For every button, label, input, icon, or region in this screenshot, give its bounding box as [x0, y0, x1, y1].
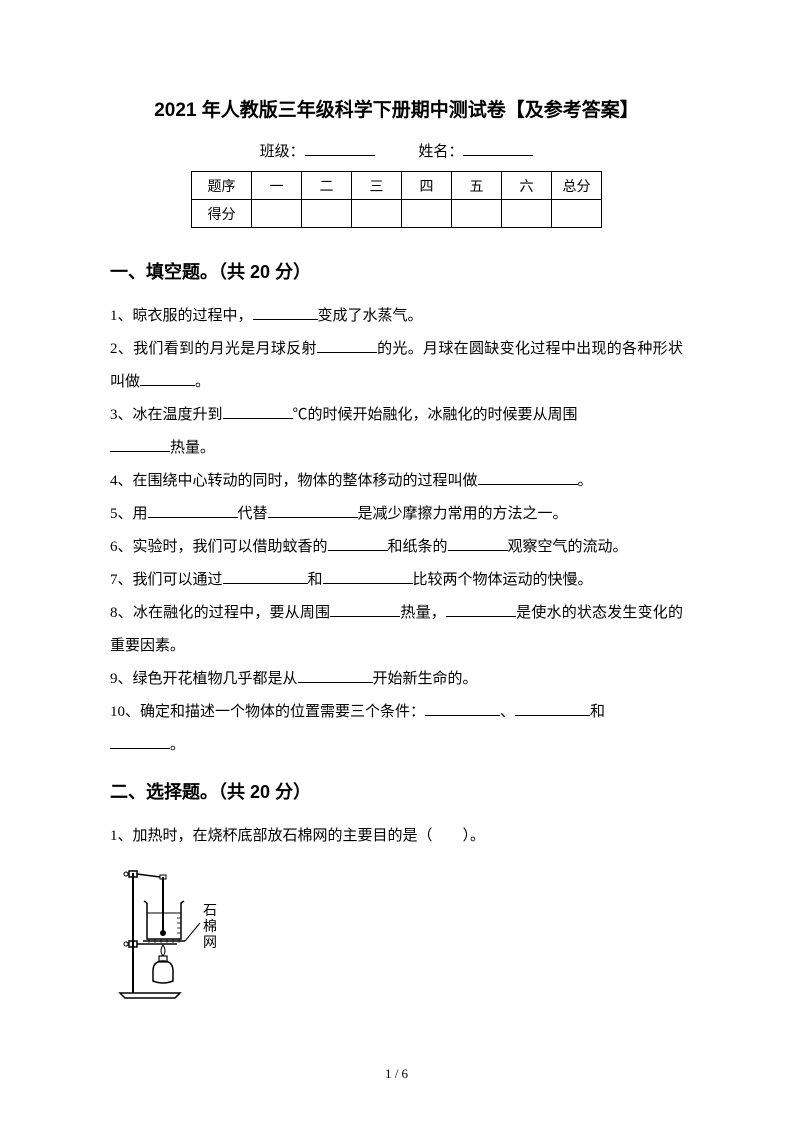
- q-text: 1、加热时，在烧杯底部放石棉网的主要目的是（ ）。: [110, 828, 485, 844]
- fill-blank[interactable]: [328, 535, 388, 551]
- question-3: 3、冰在温度升到 ℃的时候开始融化，冰融化的时候要从周围热量。: [110, 399, 683, 465]
- q-text: 热量，: [400, 605, 446, 621]
- question-6: 6、实验时，我们可以借助蚊香的 和纸条的 观察空气的流动。: [110, 531, 683, 564]
- fill-blank[interactable]: [298, 667, 373, 683]
- header-3: 三: [352, 172, 402, 200]
- q-text: 和: [308, 572, 323, 588]
- q-text: 和: [590, 704, 605, 720]
- score-cell[interactable]: [402, 200, 452, 228]
- score-cell[interactable]: [302, 200, 352, 228]
- q-text: 10、确定和描述一个物体的位置需要三个条件：: [110, 704, 425, 720]
- q-text: 7、我们可以通过: [110, 572, 223, 588]
- header-total: 总分: [552, 172, 602, 200]
- fill-blank[interactable]: [223, 568, 308, 584]
- q-text: 代替: [238, 506, 268, 522]
- score-cell[interactable]: [502, 200, 552, 228]
- fill-blank[interactable]: [268, 502, 358, 518]
- apparatus-diagram: 石 棉 网: [115, 863, 683, 1008]
- fill-blank[interactable]: [448, 535, 508, 551]
- q-text: 8、冰在融化的过程中，要从周围: [110, 605, 330, 621]
- question-s2-1: 1、加热时，在烧杯底部放石棉网的主要目的是（ ）。: [110, 820, 683, 853]
- fill-blank[interactable]: [446, 601, 516, 617]
- section1-heading: 一、填空题。（共 20 分）: [110, 258, 683, 284]
- score-cell[interactable]: [452, 200, 502, 228]
- score-cell[interactable]: [552, 200, 602, 228]
- question-4: 4、在围绕中心转动的同时，物体的整体移动的过程叫做 。: [110, 465, 683, 498]
- student-info-row: 班级： 姓名：: [110, 140, 683, 161]
- beaker-stand-icon: 石 棉 网: [115, 863, 265, 1003]
- class-label: 班级：: [260, 144, 305, 160]
- question-1: 1、晾衣服的过程中， 变成了水蒸气。: [110, 300, 683, 333]
- label-text: 石: [203, 904, 217, 919]
- q-text: 3、冰在温度升到: [110, 407, 223, 423]
- q-text: 变成了水蒸气。: [318, 308, 423, 324]
- label-text: 网: [203, 936, 217, 951]
- header-6: 六: [502, 172, 552, 200]
- question-8: 8、冰在融化的过程中，要从周围热量，是使水的状态发生变化的重要因素。: [110, 597, 683, 663]
- header-seq: 题序: [192, 172, 252, 200]
- header-1: 一: [252, 172, 302, 200]
- q-text: 2、我们看到的月光是月球反射: [110, 341, 317, 357]
- question-7: 7、我们可以通过 和 比较两个物体运动的快慢。: [110, 564, 683, 597]
- q-text: 热量。: [170, 440, 215, 456]
- fill-blank[interactable]: [110, 436, 170, 452]
- question-5: 5、用 代替 是减少摩擦力常用的方法之一。: [110, 498, 683, 531]
- fill-blank[interactable]: [323, 568, 413, 584]
- q-text: 。: [578, 473, 593, 489]
- q-text: 1、晾衣服的过程中，: [110, 308, 253, 324]
- q-text: 比较两个物体运动的快慢。: [413, 572, 593, 588]
- question-10: 10、确定和描述一个物体的位置需要三个条件： 、 和。: [110, 696, 683, 762]
- exam-title: 2021 年人教版三年级科学下册期中测试卷【及参考答案】: [110, 95, 683, 122]
- name-label: 姓名：: [418, 144, 463, 160]
- score-table: 题序 一 二 三 四 五 六 总分 得分: [191, 171, 602, 228]
- table-row: 得分: [192, 200, 602, 228]
- q-text: 4、在围绕中心转动的同时，物体的整体移动的过程叫做: [110, 473, 478, 489]
- header-5: 五: [452, 172, 502, 200]
- name-blank[interactable]: [463, 155, 533, 156]
- fill-blank[interactable]: [253, 304, 318, 320]
- header-4: 四: [402, 172, 452, 200]
- score-cell[interactable]: [352, 200, 402, 228]
- fill-blank[interactable]: [515, 700, 590, 716]
- q-text: 和纸条的: [388, 539, 448, 555]
- q-text: 6、实验时，我们可以借助蚊香的: [110, 539, 328, 555]
- class-blank[interactable]: [305, 155, 375, 156]
- fill-blank[interactable]: [425, 700, 500, 716]
- question-9: 9、绿色开花植物几乎都是从 开始新生命的。: [110, 663, 683, 696]
- fill-blank[interactable]: [140, 370, 195, 386]
- q-text: ℃的时候开始融化，冰融化的时候要从周围: [293, 407, 578, 423]
- q-text: 。: [195, 374, 210, 390]
- score-label: 得分: [192, 200, 252, 228]
- q-text: 5、用: [110, 506, 148, 522]
- label-text: 棉: [203, 918, 217, 935]
- q-text: 观察空气的流动。: [508, 539, 628, 555]
- fill-blank[interactable]: [148, 502, 238, 518]
- question-2: 2、我们看到的月光是月球反射的光。月球在圆缺变化过程中出现的各种形状叫做。: [110, 333, 683, 399]
- q-text: 9、绿色开花植物几乎都是从: [110, 671, 298, 687]
- score-cell[interactable]: [252, 200, 302, 228]
- page-number: 1 / 6: [0, 1066, 793, 1082]
- q-text: 、: [500, 704, 515, 720]
- fill-blank[interactable]: [478, 469, 578, 485]
- fill-blank[interactable]: [317, 337, 377, 353]
- fill-blank[interactable]: [223, 403, 293, 419]
- fill-blank[interactable]: [110, 733, 170, 749]
- fill-blank[interactable]: [330, 601, 400, 617]
- header-2: 二: [302, 172, 352, 200]
- table-row: 题序 一 二 三 四 五 六 总分: [192, 172, 602, 200]
- q-text: 开始新生命的。: [373, 671, 478, 687]
- section2-heading: 二、选择题。（共 20 分）: [110, 778, 683, 804]
- q-text: 是减少摩擦力常用的方法之一。: [358, 506, 568, 522]
- q-text: 。: [170, 737, 185, 753]
